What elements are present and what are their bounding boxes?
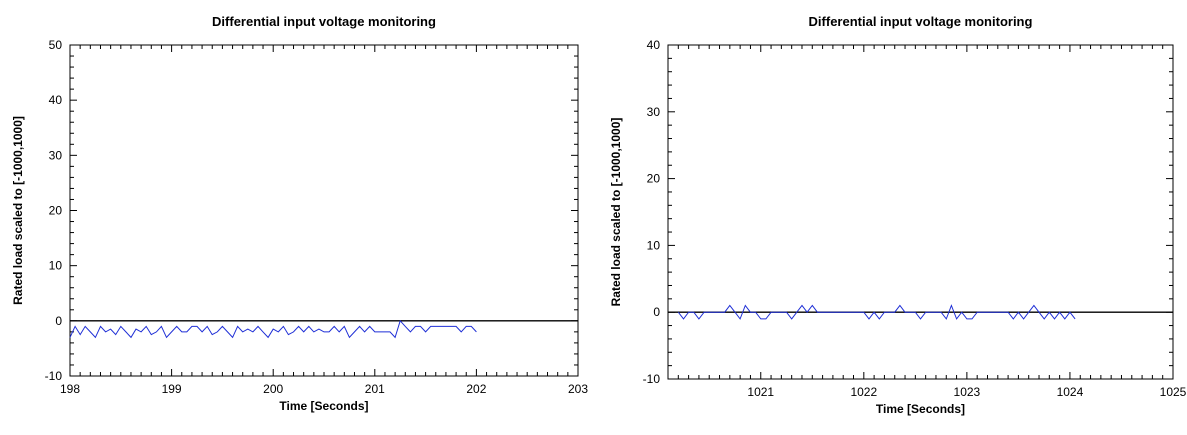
y-tick-label: -10 xyxy=(45,369,63,383)
chart-left: Differential input voltage monitoring 198… xyxy=(11,14,588,413)
chart-right: Differential input voltage monitoring102… xyxy=(609,14,1187,416)
x-tick-label: 198 xyxy=(60,382,80,396)
y-tick-label: 20 xyxy=(647,172,661,186)
chart-panel-left: Differential input voltage monitoring 198… xyxy=(0,0,593,430)
x-tick-label: 1022 xyxy=(850,385,877,399)
x-tick-label: 1023 xyxy=(954,385,981,399)
y-axis-label: Rated load scaled to [-1000,1000] xyxy=(11,116,25,305)
series-line xyxy=(677,304,1076,320)
chart-title: Differential input voltage monitoring xyxy=(212,14,436,29)
chart-title: Differential input voltage monitoring xyxy=(809,14,1033,29)
y-tick-label: 40 xyxy=(49,93,63,107)
plot-frame xyxy=(667,44,1174,380)
x-tick-label: 201 xyxy=(365,382,385,396)
x-tick-label: 203 xyxy=(568,382,588,396)
y-tick-label: 40 xyxy=(647,38,661,52)
y-tick-label: 50 xyxy=(49,38,63,52)
y-tick-label: 20 xyxy=(49,204,63,218)
y-tick-label: 10 xyxy=(49,259,63,273)
x-axis-label: Time [Seconds] xyxy=(279,399,368,413)
x-tick-label: 1021 xyxy=(747,385,774,399)
y-tick-label: -10 xyxy=(643,372,661,386)
x-axis-label: Time [Seconds] xyxy=(876,402,965,416)
y-tick-label: 10 xyxy=(647,238,661,252)
chart-panel-right: Differential input voltage monitoring 102… xyxy=(593,0,1187,430)
y-tick-label: 30 xyxy=(647,105,661,119)
x-tick-label: 1025 xyxy=(1160,385,1187,399)
x-tick-label: 199 xyxy=(162,382,182,396)
y-tick-label: 30 xyxy=(49,148,63,162)
y-tick-label: 0 xyxy=(55,314,62,328)
x-tick-label: 200 xyxy=(263,382,283,396)
series-line xyxy=(69,319,477,339)
y-tick-label: 0 xyxy=(653,305,660,319)
x-tick-label: 1024 xyxy=(1057,385,1084,399)
y-axis-label: Rated load scaled to [-1000,1000] xyxy=(609,118,623,307)
x-tick-label: 202 xyxy=(466,382,486,396)
